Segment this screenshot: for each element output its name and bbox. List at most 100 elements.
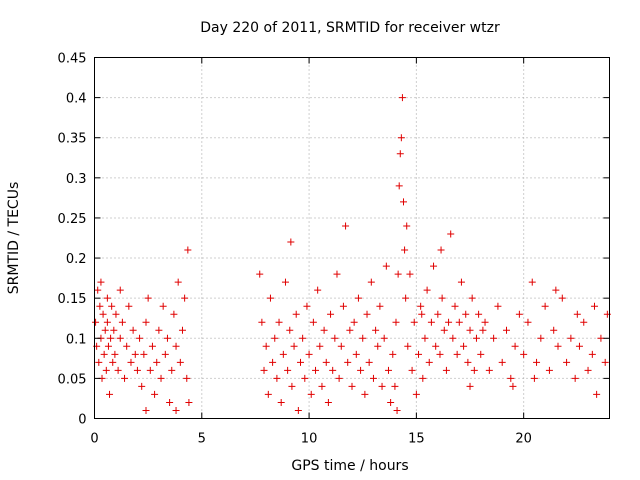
data-point xyxy=(575,342,583,350)
data-point xyxy=(176,358,184,366)
data-point xyxy=(256,270,264,278)
data-point xyxy=(365,358,373,366)
data-point xyxy=(337,342,345,350)
data-point xyxy=(133,366,141,374)
data-point xyxy=(118,318,126,326)
data-point xyxy=(297,358,304,366)
data-point xyxy=(264,390,272,398)
x-tick-label: 15 xyxy=(408,432,425,447)
data-point xyxy=(277,398,285,406)
data-point xyxy=(320,326,328,334)
x-tick-labels: 0 5 10 15 20 xyxy=(90,432,532,447)
data-point xyxy=(178,326,186,334)
data-point xyxy=(290,342,298,350)
y-tick-label: 0.4 xyxy=(66,92,87,107)
data-point xyxy=(485,366,493,374)
data-point xyxy=(376,302,384,310)
y-tick-label: 0.15 xyxy=(58,292,87,307)
data-point xyxy=(392,318,400,326)
data-point xyxy=(397,134,405,142)
data-point xyxy=(99,310,107,318)
data-point xyxy=(601,358,609,366)
data-point xyxy=(111,350,119,358)
data-point xyxy=(163,334,171,342)
data-point xyxy=(258,318,266,326)
data-point xyxy=(400,198,407,206)
data-point xyxy=(151,390,159,398)
data-point xyxy=(103,318,111,326)
data-point xyxy=(327,310,335,318)
data-point xyxy=(260,366,268,374)
x-axis-label: GPS time / hours xyxy=(291,458,408,474)
data-point xyxy=(324,398,332,406)
data-point xyxy=(112,310,120,318)
data-point xyxy=(184,246,192,254)
data-point xyxy=(524,318,532,326)
data-point xyxy=(573,310,581,318)
data-point xyxy=(425,358,433,366)
data-point xyxy=(305,350,313,358)
data-point xyxy=(322,358,330,366)
data-point xyxy=(552,286,560,294)
data-point xyxy=(402,294,410,302)
data-point xyxy=(97,278,105,286)
data-point xyxy=(498,358,506,366)
data-point xyxy=(421,334,429,342)
data-point xyxy=(418,310,426,318)
data-point xyxy=(396,150,404,158)
data-point xyxy=(299,334,307,342)
data-point xyxy=(148,342,156,350)
data-point xyxy=(455,318,463,326)
data-point xyxy=(391,382,399,390)
data-point xyxy=(329,366,337,374)
data-point xyxy=(369,374,377,382)
data-point xyxy=(445,318,453,326)
data-point xyxy=(479,326,487,334)
data-point xyxy=(590,302,598,310)
x-tick-label: 5 xyxy=(198,432,206,447)
data-point xyxy=(106,390,114,398)
data-point xyxy=(307,390,315,398)
x-tick-label: 0 xyxy=(90,432,98,447)
data-point xyxy=(462,310,470,318)
data-point xyxy=(470,366,478,374)
data-point xyxy=(125,302,133,310)
data-point xyxy=(440,326,448,334)
data-point xyxy=(395,182,403,190)
data-point xyxy=(101,326,109,334)
data-point xyxy=(451,302,459,310)
data-point xyxy=(558,294,566,302)
data-point xyxy=(279,350,287,358)
data-point xyxy=(593,390,601,398)
data-point xyxy=(511,342,519,350)
data-points xyxy=(92,94,611,414)
y-tick-label: 0.1 xyxy=(66,332,87,347)
data-point xyxy=(318,382,326,390)
data-point xyxy=(419,374,427,382)
data-point xyxy=(294,406,302,414)
data-point xyxy=(398,94,406,102)
data-point xyxy=(281,278,289,286)
data-point xyxy=(460,342,468,350)
data-point xyxy=(507,374,515,382)
data-point xyxy=(286,326,294,334)
data-point xyxy=(312,366,320,374)
y-tick-label: 0.2 xyxy=(66,252,87,267)
y-tick-label: 0 xyxy=(78,413,86,428)
data-point xyxy=(408,366,416,374)
data-point xyxy=(339,302,347,310)
data-point xyxy=(335,374,343,382)
data-point xyxy=(301,374,309,382)
data-point xyxy=(140,350,148,358)
data-point xyxy=(550,326,558,334)
data-point xyxy=(533,358,541,366)
data-point xyxy=(354,294,362,302)
data-point xyxy=(427,318,435,326)
data-point xyxy=(348,382,356,390)
data-point xyxy=(269,358,277,366)
data-point xyxy=(131,350,139,358)
y-tick-labels: 0 0.05 0.1 0.15 0.2 0.25 0.3 0.35 0.4 0.45 xyxy=(58,52,87,428)
data-point xyxy=(466,382,474,390)
chart-title: Day 220 of 2011, SRMTID for receiver wtz… xyxy=(200,20,500,36)
